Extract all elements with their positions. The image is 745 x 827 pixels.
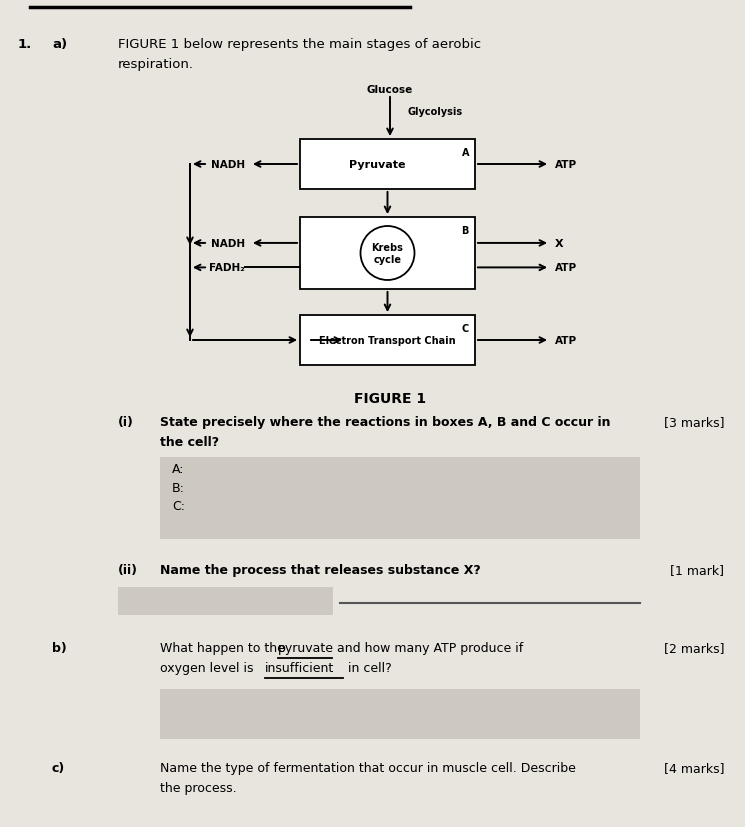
Text: 1.: 1. — [18, 38, 32, 51]
Text: respiration.: respiration. — [118, 58, 194, 71]
Bar — [118, 587, 333, 615]
Text: oxygen level is: oxygen level is — [160, 662, 258, 674]
Text: [3 marks]: [3 marks] — [664, 415, 724, 428]
Text: insufficient: insufficient — [265, 662, 335, 674]
Text: A:: A: — [172, 462, 185, 476]
Bar — [300, 218, 475, 289]
Text: C:: C: — [172, 500, 185, 513]
Bar — [300, 140, 475, 189]
Bar — [300, 316, 475, 366]
Text: pyruvate: pyruvate — [278, 641, 334, 654]
Text: the process.: the process. — [160, 781, 237, 794]
Text: Name the process that releases substance X?: Name the process that releases substance… — [160, 563, 481, 576]
Text: NADH: NADH — [211, 239, 245, 249]
Text: Name the type of fermentation that occur in muscle cell. Describe: Name the type of fermentation that occur… — [160, 761, 576, 774]
Text: ATP: ATP — [555, 263, 577, 273]
Text: Pyruvate: Pyruvate — [349, 160, 406, 170]
Text: FIGURE 1 below represents the main stages of aerobic: FIGURE 1 below represents the main stage… — [118, 38, 481, 51]
Text: ATP: ATP — [555, 160, 577, 170]
Bar — [160, 689, 640, 739]
Text: FADH₂: FADH₂ — [209, 263, 245, 273]
Text: B: B — [462, 226, 469, 236]
Text: NADH: NADH — [211, 160, 245, 170]
Text: State precisely where the reactions in boxes A, B and C occur in: State precisely where the reactions in b… — [160, 415, 610, 428]
Text: [1 mark]: [1 mark] — [670, 563, 724, 576]
Text: the cell?: the cell? — [160, 436, 219, 448]
Text: b): b) — [52, 641, 67, 654]
Text: A: A — [461, 148, 469, 158]
Text: C: C — [462, 323, 469, 333]
Text: [4 marks]: [4 marks] — [664, 761, 724, 774]
Text: What happen to the: What happen to the — [160, 641, 289, 654]
Circle shape — [361, 227, 414, 280]
Text: FIGURE 1: FIGURE 1 — [354, 391, 426, 405]
Text: B:: B: — [172, 481, 185, 495]
Text: (i): (i) — [118, 415, 134, 428]
Text: Krebs
cycle: Krebs cycle — [372, 243, 404, 265]
Text: c): c) — [52, 761, 66, 774]
Text: Electron Transport Chain: Electron Transport Chain — [319, 336, 456, 346]
Text: and how many ATP produce if: and how many ATP produce if — [333, 641, 523, 654]
Text: [2 marks]: [2 marks] — [664, 641, 724, 654]
Bar — [160, 457, 640, 539]
Text: Glycolysis: Glycolysis — [408, 107, 463, 117]
Text: (ii): (ii) — [118, 563, 138, 576]
Text: Glucose: Glucose — [367, 85, 413, 95]
Text: ATP: ATP — [555, 336, 577, 346]
Text: in cell?: in cell? — [344, 662, 392, 674]
Text: X: X — [555, 239, 564, 249]
Text: a): a) — [52, 38, 67, 51]
